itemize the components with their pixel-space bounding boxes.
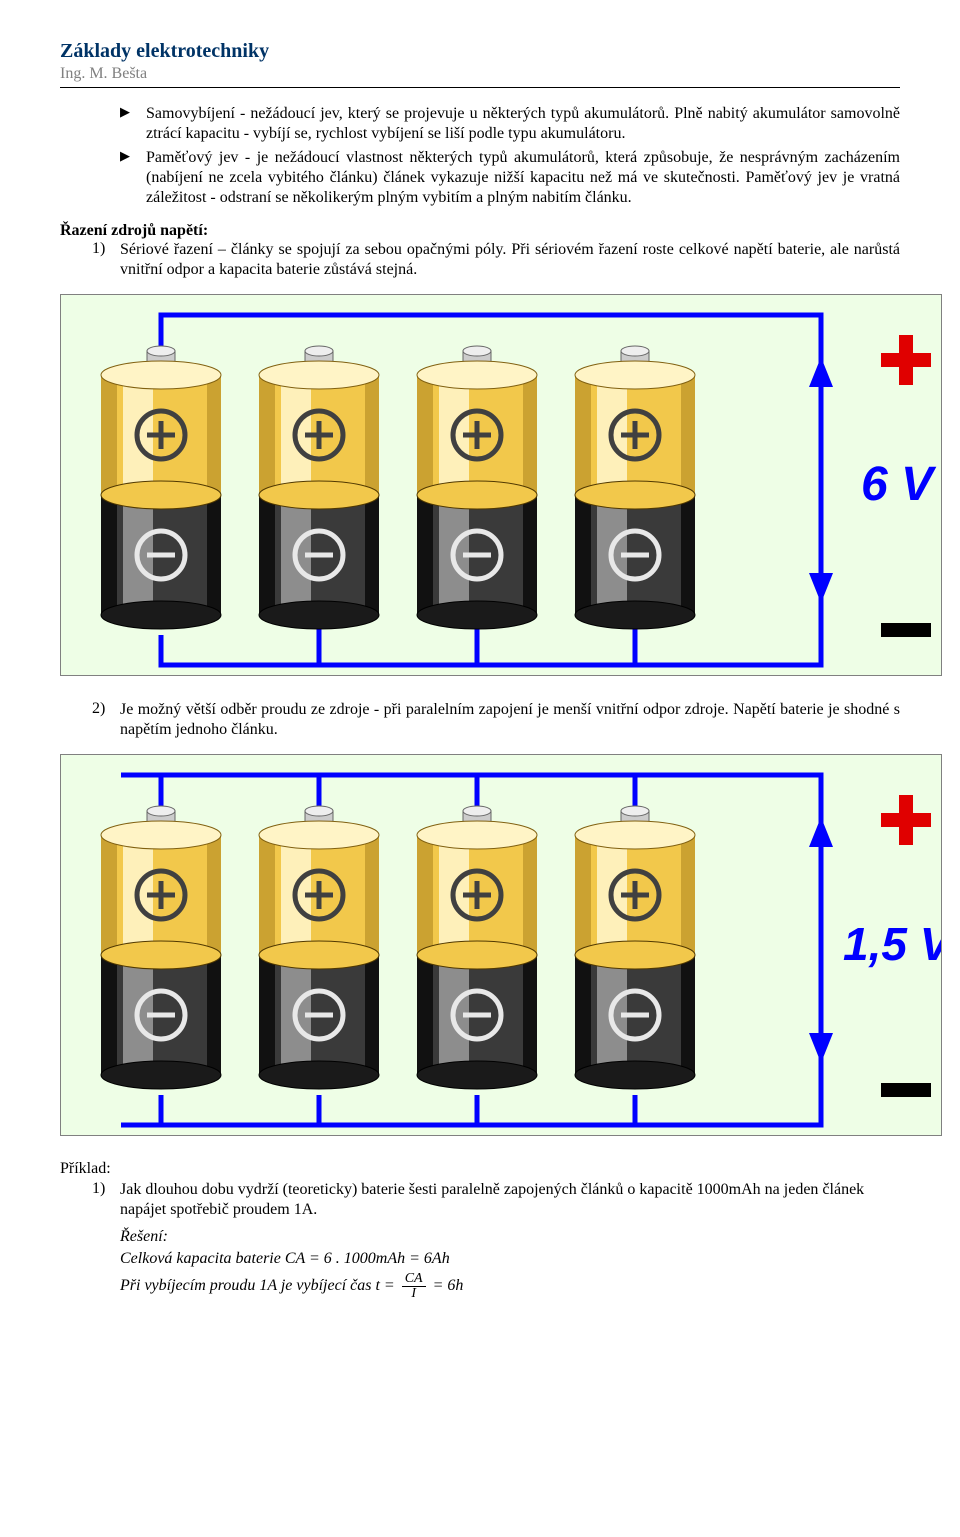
series-diagram-svg: 6 V <box>60 294 942 676</box>
numbered-item: 1) Sériové řazení – články se spojují za… <box>92 240 900 280</box>
section-heading: Řazení zdrojů napětí: <box>60 222 900 240</box>
bullet-item: ▶ Samovybíjení - nežádoucí jev, který se… <box>120 104 900 144</box>
example-question: 1) Jak dlouhou dobu vydrží (teoreticky) … <box>92 1180 900 1220</box>
fraction: CA I <box>402 1272 426 1301</box>
bullet-icon: ▶ <box>120 104 146 144</box>
item-number: 1) <box>92 1180 120 1220</box>
item-number: 1) <box>92 240 120 280</box>
parallel-diagram-svg: 1,5 V <box>60 754 942 1136</box>
numbered-item: 2) Je možný větší odběr proudu ze zdroje… <box>92 700 900 740</box>
solution: Řešení: Celková kapacita baterie CA = 6 … <box>120 1228 900 1301</box>
header-rule <box>60 87 900 88</box>
svg-text:1,5 V: 1,5 V <box>843 918 942 970</box>
svg-text:6 V: 6 V <box>861 458 937 511</box>
series-diagram: 6 V <box>60 294 900 676</box>
item-number: 2) <box>92 700 120 740</box>
example-heading: Příklad: <box>60 1160 900 1178</box>
doc-title: Základy elektrotechniky <box>60 40 900 63</box>
bullet-item: ▶ Paměťový jev - je nežádoucí vlastnost … <box>120 148 900 208</box>
numbered-list: 2) Je možný větší odběr proudu ze zdroje… <box>92 700 900 740</box>
solution-line: = 6h <box>433 1277 464 1294</box>
solution-line: Při vybíjecím proudu 1A je vybíjecí čas … <box>120 1277 399 1294</box>
example-text: Jak dlouhou dobu vydrží (teoreticky) bat… <box>120 1180 900 1220</box>
fraction-denominator: I <box>402 1287 426 1301</box>
item-text: Sériové řazení – články se spojují za se… <box>120 240 900 280</box>
parallel-diagram: 1,5 V <box>60 754 900 1136</box>
solution-label: Řešení: <box>120 1228 168 1245</box>
bullet-list: ▶ Samovybíjení - nežádoucí jev, který se… <box>120 104 900 208</box>
example: Příklad: 1) Jak dlouhou dobu vydrží (teo… <box>60 1160 900 1301</box>
item-text: Je možný větší odběr proudu ze zdroje - … <box>120 700 900 740</box>
bullet-text: Samovybíjení - nežádoucí jev, který se p… <box>146 104 900 144</box>
bullet-text: Paměťový jev - je nežádoucí vlastnost ně… <box>146 148 900 208</box>
solution-line: Celková kapacita baterie CA = 6 . 1000mA… <box>120 1250 450 1267</box>
numbered-list: 1) Sériové řazení – články se spojují za… <box>92 240 900 280</box>
bullet-icon: ▶ <box>120 148 146 208</box>
doc-author: Ing. M. Bešta <box>60 65 900 83</box>
fraction-numerator: CA <box>402 1272 426 1287</box>
